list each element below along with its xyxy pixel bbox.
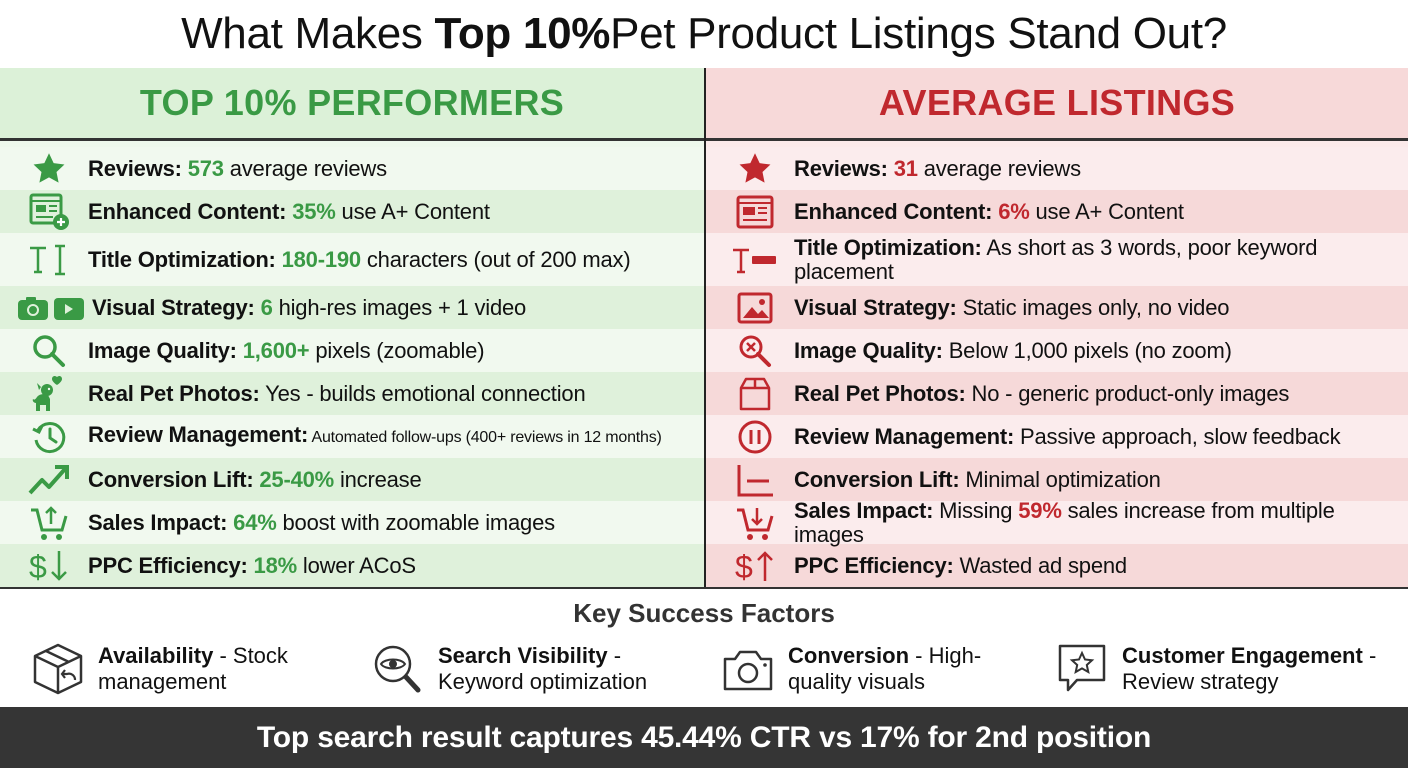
avg-row-conversion-lift: Conversion Lift: Minimal optimization bbox=[706, 458, 1408, 501]
average-listings-column: AVERAGE LISTINGS Reviews: 31 average rev… bbox=[704, 68, 1408, 587]
avg-row-visual-strategy: Visual Strategy: Static images only, no … bbox=[706, 286, 1408, 329]
image-icon bbox=[720, 288, 790, 328]
average-listings-heading: AVERAGE LISTINGS bbox=[706, 68, 1408, 141]
camera-icon bbox=[718, 640, 778, 698]
avg-row-real-pet-photos: Real Pet Photos: No - generic product-on… bbox=[706, 372, 1408, 415]
dollar-up-icon: $ bbox=[720, 546, 790, 586]
key-success-factors: Key Success Factors Availability - Stock… bbox=[0, 590, 1408, 707]
footer-banner: Top search result captures 45.44% CTR vs… bbox=[0, 707, 1408, 768]
svg-text:$: $ bbox=[735, 549, 753, 585]
title-prefix: What Makes bbox=[181, 9, 423, 58]
chat-star-icon bbox=[1052, 640, 1112, 698]
history-clock-icon bbox=[14, 417, 84, 457]
page-title: What Makes Top 10% Pet Product Listings … bbox=[0, 0, 1408, 68]
top-row-sales-impact: Sales Impact: 64% boost with zoomable im… bbox=[0, 501, 704, 544]
flat-chart-icon bbox=[720, 460, 790, 500]
ksf-conversion: Conversion - High-quality visuals bbox=[718, 640, 981, 698]
cart-down-icon bbox=[720, 503, 790, 543]
avg-row-reviews: Reviews: 31 average reviews bbox=[706, 147, 1408, 190]
magnifier-icon bbox=[14, 331, 84, 371]
text-short-icon bbox=[720, 240, 790, 280]
avg-row-enhanced-content: Enhanced Content: 6% use A+ Content bbox=[706, 190, 1408, 233]
camera-video-icon bbox=[14, 288, 88, 328]
top-performers-heading: TOP 10% PERFORMERS bbox=[0, 68, 704, 141]
top-row-reviews: Reviews: 573 average reviews bbox=[0, 147, 704, 190]
top-row-review-management: Review Management: Automated follow-ups … bbox=[0, 415, 704, 458]
avg-row-image-quality: Image Quality: Below 1,000 pixels (no zo… bbox=[706, 329, 1408, 372]
top-row-title-optimization: Title Optimization: 180-190 characters (… bbox=[0, 233, 704, 286]
top-row-image-quality: Image Quality: 1,600+ pixels (zoomable) bbox=[0, 329, 704, 372]
box-return-icon bbox=[28, 640, 88, 698]
trend-up-icon bbox=[14, 460, 84, 500]
box-icon bbox=[720, 374, 790, 414]
text-title-icon bbox=[14, 240, 84, 280]
dog-heart-icon bbox=[14, 374, 84, 414]
avg-row-sales-impact: Sales Impact: Missing 59% sales increase… bbox=[706, 498, 1408, 546]
top-row-enhanced-content: Enhanced Content: 35% use A+ Content bbox=[0, 190, 704, 233]
ksf-customer-engagement: Customer Engagement - Review strategy bbox=[1052, 640, 1376, 698]
top-performers-column: TOP 10% PERFORMERS Reviews: 573 average … bbox=[0, 68, 704, 587]
comparison-table: TOP 10% PERFORMERS Reviews: 573 average … bbox=[0, 68, 1408, 589]
title-bold: Top 10% bbox=[434, 9, 611, 58]
magnifier-x-icon bbox=[720, 331, 790, 371]
ksf-availability: Availability - Stock management bbox=[28, 640, 288, 698]
enhanced-content-add-icon bbox=[14, 192, 84, 232]
top-row-ppc-efficiency: $ PPC Efficiency: 18% lower ACoS bbox=[0, 544, 704, 587]
avg-row-title-optimization: Title Optimization: As short as 3 words,… bbox=[706, 233, 1408, 286]
svg-text:$: $ bbox=[29, 549, 47, 585]
star-icon bbox=[14, 149, 84, 189]
top-row-conversion-lift: Conversion Lift: 25-40% increase bbox=[0, 458, 704, 501]
avg-row-ppc-efficiency: $ PPC Efficiency: Wasted ad spend bbox=[706, 544, 1408, 587]
top-row-visual-strategy: Visual Strategy: 6 high-res images + 1 v… bbox=[0, 286, 704, 329]
cart-up-icon bbox=[14, 503, 84, 543]
enhanced-content-icon bbox=[720, 192, 790, 232]
ksf-search-visibility: Search Visibility - Keyword optimization bbox=[368, 640, 647, 698]
pause-circle-icon bbox=[720, 417, 790, 457]
avg-row-review-management: Review Management: Passive approach, slo… bbox=[706, 415, 1408, 458]
key-success-factors-title: Key Success Factors bbox=[573, 598, 835, 628]
star-icon bbox=[720, 149, 790, 189]
dollar-down-icon: $ bbox=[14, 546, 84, 586]
title-suffix: Pet Product Listings Stand Out? bbox=[610, 9, 1227, 58]
search-eye-icon bbox=[368, 640, 428, 698]
top-row-real-pet-photos: Real Pet Photos: Yes - builds emotional … bbox=[0, 372, 704, 415]
